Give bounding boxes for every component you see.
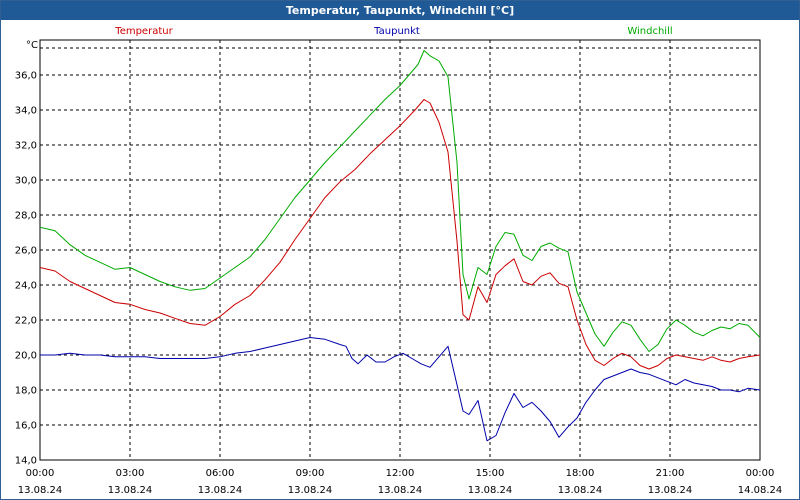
series-line-temperatur [39, 99, 761, 370]
y-axis-unit-label: °C [26, 40, 38, 51]
y-tick-label: 28,0 [15, 211, 37, 222]
series-line-taupunkt [40, 337, 761, 442]
y-tick-label: 36,0 [15, 71, 37, 82]
y-tick-label: 24,0 [15, 281, 37, 292]
x-tick-time-label: 12:00 [386, 468, 415, 479]
x-tick-date-label: 14.08.24 [738, 485, 783, 496]
y-tick-label: 18,0 [15, 386, 37, 397]
x-tick-time-label: 06:00 [206, 468, 235, 479]
x-tick-time-label: 15:00 [476, 468, 505, 479]
x-tick-date-label: 13.08.24 [468, 485, 513, 496]
x-tick-date-label: 13.08.24 [288, 485, 333, 496]
x-tick-date-label: 13.08.24 [558, 485, 603, 496]
x-tick-time-label: 21:00 [656, 468, 685, 479]
x-tick-date-label: 13.08.24 [198, 485, 243, 496]
x-tick-date-label: 13.08.24 [378, 485, 423, 496]
y-tick-label: 20,0 [15, 351, 37, 362]
y-tick-label: 26,0 [15, 246, 37, 257]
series-layer [39, 50, 761, 442]
window-title: Temperatur, Taupunkt, Windchill [°C] [1, 1, 799, 20]
y-tick-label: 14,0 [15, 456, 37, 467]
grid [40, 40, 760, 460]
x-tick-time-label: 00:00 [26, 468, 55, 479]
x-tick-time-label: 00:00 [746, 468, 775, 479]
axis-labels: 14,0 16,0 18,0 20,0 22,0 24,0 26,0 28,0 30,0 32,0… [15, 71, 783, 497]
x-tick-date-label: 13.08.24 [648, 485, 693, 496]
x-tick-time-label: 09:00 [296, 468, 325, 479]
x-tick-time-label: 18:00 [566, 468, 595, 479]
legend-taupunkt: Taupunkt [373, 26, 420, 37]
x-tick-date-label: 13.08.24 [18, 485, 63, 496]
y-tick-label: 22,0 [15, 316, 37, 327]
y-tick-label: 16,0 [15, 421, 37, 432]
legend: Temperatur Taupunkt Windchill °C [26, 26, 673, 51]
y-tick-label: 32,0 [15, 141, 37, 152]
x-tick-date-label: 13.08.24 [108, 485, 153, 496]
y-tick-label: 30,0 [15, 176, 37, 187]
plot-frame [39, 39, 761, 461]
y-tick-label: 34,0 [15, 106, 37, 117]
series-line-windchill [39, 50, 761, 352]
x-tick-time-label: 03:00 [116, 468, 145, 479]
legend-temperatur: Temperatur [114, 26, 173, 37]
legend-windchill: Windchill [627, 26, 672, 37]
